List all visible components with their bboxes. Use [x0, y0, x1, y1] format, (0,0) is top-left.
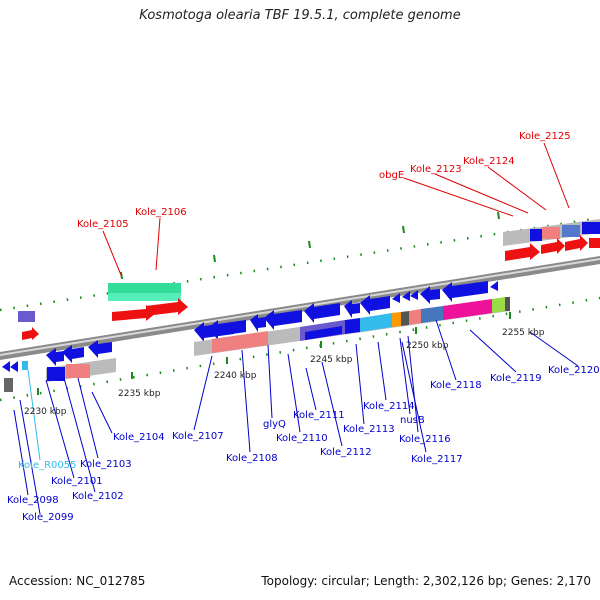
gene-label-kole-2102: Kole_2102 [72, 491, 124, 502]
gene-label-kole-2113: Kole_2113 [343, 424, 395, 435]
gene-label-kole-2114: Kole_2114 [363, 401, 415, 412]
gene-label-kole-2107: Kole_2107 [172, 431, 224, 442]
gene-label-kole-2118: Kole_2118 [430, 380, 482, 391]
gene-group-top-left [18, 283, 188, 340]
gene-label-kole-2111: Kole_2111 [293, 410, 345, 421]
gene-label-kole-2108: Kole_2108 [226, 453, 278, 464]
label-leader-lines-blue [13, 319, 579, 515]
gene-label-kole-2123: Kole_2123 [410, 164, 462, 175]
gene-label-kole-2106: Kole_2106 [135, 207, 187, 218]
scale-labels: 2230 kbp 2235 kbp 2240 kbp 2245 kbp 2250… [24, 328, 545, 417]
label-leader-lines-red [102, 142, 570, 276]
gene-arrow-2106 [146, 298, 188, 316]
gene-label-kole-2120: Kole_2120 [548, 365, 600, 376]
scale-label-2235: 2235 kbp [118, 389, 161, 399]
scale-label-2240: 2240 kbp [214, 371, 257, 381]
gene-label-nusb: nusB [400, 415, 425, 426]
topology-text: Topology: circular; Length: 2,302,126 bp… [261, 574, 591, 588]
gene-feature-left [18, 311, 35, 322]
gene-kole-2106-feature [108, 293, 181, 301]
gene-kole-2105-feature [108, 283, 181, 293]
gene-label-kole-2117: Kole_2117 [411, 454, 463, 465]
gene-label-kole-r0055: Kole_R0055 [18, 460, 77, 471]
gene-label-kole-2124: Kole_2124 [463, 156, 515, 167]
map-title: Kosmotoga olearia TBF 19.5.1, complete g… [139, 8, 461, 23]
gene-group-bottom-left [2, 340, 116, 392]
gene-label-kole-2101: Kole_2101 [51, 476, 103, 487]
genome-backbone [0, 256, 600, 360]
gene-arrow-2105 [112, 305, 156, 321]
gene-label-kole-2099: Kole_2099 [22, 512, 74, 523]
gene-label-kole-2119: Kole_2119 [490, 373, 542, 384]
label-leader-lines-cyan [27, 369, 41, 461]
scale-label-2230: 2230 kbp [24, 407, 67, 417]
gene-group-top-right [503, 219, 600, 261]
gene-arrow-left [22, 327, 39, 340]
gene-label-kole-2098: Kole_2098 [7, 495, 59, 506]
gene-label-obge: obgE [379, 170, 404, 181]
scale-label-2250: 2250 kbp [406, 341, 449, 351]
gene-label-kole-2104: Kole_2104 [113, 432, 165, 443]
gene-label-kole-2125: Kole_2125 [519, 131, 571, 142]
gene-label-kole-2103: Kole_2103 [80, 459, 132, 470]
gene-group-bottom-middle [194, 281, 510, 356]
gene-label-glyq: glyQ [263, 419, 286, 430]
gene-labels-bottom: Kole_R0055 Kole_2098 Kole_2099 Kole_2101… [7, 365, 600, 523]
major-ticks [37, 211, 511, 395]
gene-labels-top: Kole_2105 Kole_2106 obgE Kole_2123 Kole_… [77, 131, 571, 230]
gene-label-kole-2116: Kole_2116 [399, 434, 451, 445]
accession-text: Accession: NC_012785 [9, 574, 146, 588]
scale-label-2245: 2245 kbp [310, 355, 353, 365]
gene-label-kole-2112: Kole_2112 [320, 447, 372, 458]
scale-label-2255: 2255 kbp [502, 328, 545, 338]
gene-label-kole-2105: Kole_2105 [77, 219, 129, 230]
gene-label-kole-2110: Kole_2110 [276, 433, 328, 444]
